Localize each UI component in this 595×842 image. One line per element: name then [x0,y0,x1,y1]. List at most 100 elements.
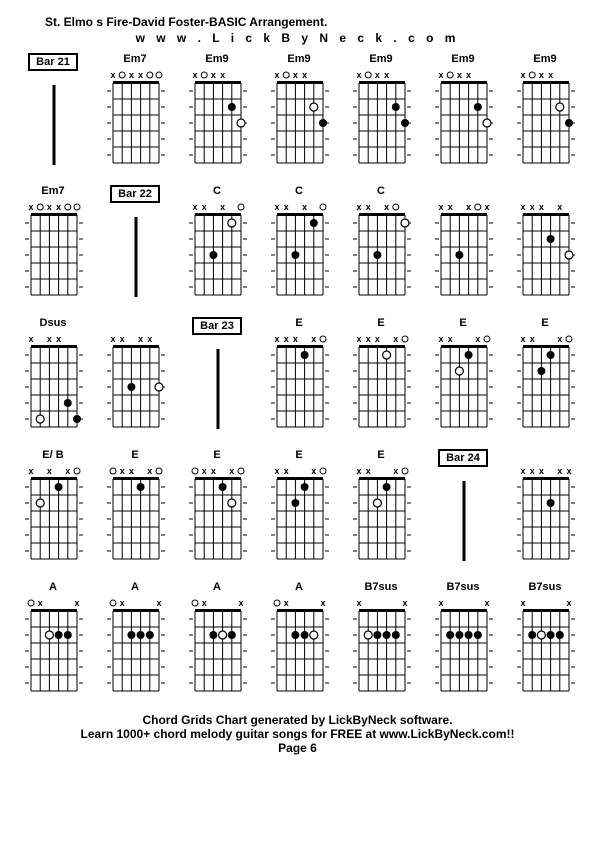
chord-label: Em7 [123,53,146,69]
svg-text:x: x [202,203,207,212]
chord-cell: Axx [97,581,173,703]
diagram-wrap: xxx [183,71,251,175]
chord-cell: B7susxx [425,581,501,703]
svg-text:x: x [65,467,70,476]
diagram-wrap: xxx [429,71,497,175]
svg-text:x: x [274,467,279,476]
svg-text:x: x [466,203,471,212]
svg-text:x: x [457,71,462,80]
chord-diagram: xxx [183,467,253,569]
chord-diagram: xxxx [429,203,499,305]
chord-cell: B7susxx [507,581,583,703]
svg-text:x: x [520,467,525,476]
svg-text:x: x [530,203,535,212]
svg-text:x: x [438,599,443,608]
bar-marker: Bar 22 [97,185,173,309]
svg-text:x: x [56,203,61,212]
svg-text:x: x [192,71,197,80]
svg-text:x: x [557,467,562,476]
chord-cell: Axx [179,581,255,703]
chord-cell: xxxxx [507,449,583,573]
page-title: St. Elmo s Fire-David Foster-BASIC Arran… [45,15,580,29]
diagram-wrap: xxx [347,203,415,307]
chord-label: E [459,317,466,333]
diagram-wrap: xx [19,599,87,703]
chord-label: C [213,185,221,201]
svg-text:x: x [384,71,389,80]
diagram-wrap: xxx [511,71,579,175]
diagram-wrap: xxx [19,203,87,307]
svg-text:x: x [475,335,480,344]
svg-text:x: x [138,335,143,344]
bar-label: Bar 23 [192,317,242,335]
svg-text:x: x [438,71,443,80]
diagram-wrap: xxx [19,467,87,571]
footer-page: Page 6 [15,741,580,755]
svg-text:x: x [211,71,216,80]
chord-cell: Exxxx [261,317,337,441]
bar-label: Bar 21 [28,53,78,71]
svg-text:x: x [539,203,544,212]
chord-label: E [213,449,220,465]
chord-label: A [131,581,139,597]
svg-text:x: x [28,467,33,476]
chord-diagram: xxx [265,71,335,173]
svg-text:x: x [74,599,79,608]
chord-label [543,185,546,201]
chord-label: E [377,449,384,465]
chord-cell: Axx [261,581,337,703]
diagram-wrap: xxx [347,71,415,175]
chord-cell: Exxx [507,317,583,441]
chord-diagram: xxx [347,71,417,173]
chord-diagram: xxx [19,467,89,569]
chord-label: E [377,317,384,333]
chord-cell: Exxx [179,449,255,573]
diagram-wrap: xx [429,599,497,703]
chord-label: E [295,449,302,465]
chord-label: Em9 [287,53,310,69]
svg-text:x: x [366,467,371,476]
svg-text:x: x [147,335,152,344]
site-url: w w w . L i c k B y N e c k . c o m [15,31,580,45]
svg-text:x: x [548,71,553,80]
svg-text:x: x [274,203,279,212]
chord-diagram: xxx [19,335,89,437]
chord-cell: Em9xxx [507,53,583,177]
diagram-wrap: xxx [511,335,579,439]
chord-label: E [131,449,138,465]
chord-diagram: xxx [429,71,499,173]
chord-diagram [429,469,499,571]
diagram-wrap: xx [347,599,415,703]
svg-text:x: x [484,203,489,212]
bar-label: Bar 22 [110,185,160,203]
chord-diagram: xxx [265,203,335,305]
svg-text:x: x [229,467,234,476]
diagram-wrap [101,205,169,309]
chord-diagram: xxx [347,203,417,305]
chord-diagram: xxx [183,203,253,305]
footer-line-2: Learn 1000+ chord melody guitar songs fo… [15,727,580,741]
svg-text:x: x [557,203,562,212]
chord-label: Em9 [451,53,474,69]
svg-text:x: x [356,203,361,212]
svg-text:x: x [520,203,525,212]
chord-diagram: xx [511,599,581,701]
chord-diagram [101,205,171,307]
svg-text:x: x [274,71,279,80]
chord-diagram: xxx [429,335,499,437]
diagram-wrap: xxx [19,335,87,439]
svg-text:x: x [530,335,535,344]
chord-diagram: xxx [19,203,89,305]
chord-label [133,317,136,333]
svg-text:x: x [192,203,197,212]
chord-diagram: xx [347,599,417,701]
svg-text:x: x [520,71,525,80]
chord-diagram: xxxxx [511,467,581,569]
diagram-wrap: xxx [101,467,169,571]
svg-text:x: x [211,467,216,476]
diagram-wrap: xxx [265,71,333,175]
chord-cell: xxxx [507,185,583,309]
chord-cell: Exxx [261,449,337,573]
chord-label: E [295,317,302,333]
chord-diagram: xx [429,599,499,701]
